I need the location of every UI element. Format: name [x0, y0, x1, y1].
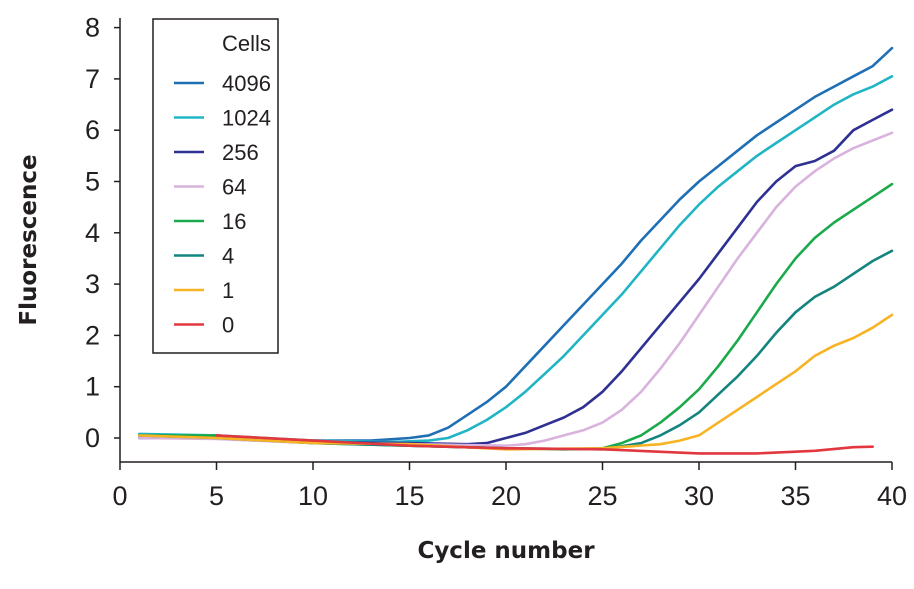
x-axis-title: Cycle number — [417, 538, 595, 564]
y-tick-label: 6 — [85, 115, 100, 145]
legend-title: Cells — [222, 31, 271, 56]
x-tick-label: 5 — [209, 481, 224, 511]
x-tick-label: 25 — [587, 481, 617, 511]
legend-items: 4096 1024 256 64 16 4 1 0 — [174, 71, 271, 338]
legend-label-1024: 1024 — [222, 106, 271, 131]
x-tick-label: 40 — [877, 481, 907, 511]
y-tick-label: 1 — [85, 372, 100, 402]
legend-box — [152, 18, 279, 354]
series-line-4096-cells — [138, 46, 894, 442]
y-axis-ticks: 0 1 2 3 4 5 6 7 8 — [85, 13, 120, 453]
y-tick-label: 4 — [85, 218, 100, 248]
series-layer — [138, 46, 894, 455]
legend-label-64: 64 — [222, 175, 246, 200]
y-axis-title: Fluorescence — [16, 154, 42, 325]
legend-label-256: 256 — [222, 140, 259, 165]
series-line-1-cells — [138, 313, 894, 451]
x-tick-label: 0 — [112, 481, 127, 511]
y-tick-label: 3 — [85, 269, 100, 299]
x-tick-label: 20 — [491, 481, 521, 511]
y-tick-label: 2 — [85, 320, 100, 350]
legend-label-4096: 4096 — [222, 71, 271, 96]
y-tick-label: 0 — [85, 423, 100, 453]
y-tick-label: 8 — [85, 13, 100, 43]
series-line-0-cells — [215, 434, 875, 455]
series-line-256-cells — [138, 108, 894, 446]
y-tick-label: 7 — [85, 64, 100, 94]
legend-label-4: 4 — [222, 244, 234, 269]
legend: Cells 4096 1024 256 64 16 4 1 0 — [152, 18, 279, 354]
x-tick-label: 10 — [298, 481, 328, 511]
legend-label-16: 16 — [222, 209, 246, 234]
y-tick-label: 5 — [85, 167, 100, 197]
series-line-1024-cells — [138, 75, 894, 444]
legend-label-0: 0 — [222, 313, 234, 338]
x-tick-label: 30 — [684, 481, 714, 511]
x-tick-label: 15 — [394, 481, 424, 511]
x-tick-label: 35 — [780, 481, 810, 511]
series-line-64-cells — [138, 131, 894, 448]
legend-label-1: 1 — [222, 278, 234, 303]
x-axis-ticks: 0 5 10 15 20 25 30 35 40 — [112, 462, 907, 511]
